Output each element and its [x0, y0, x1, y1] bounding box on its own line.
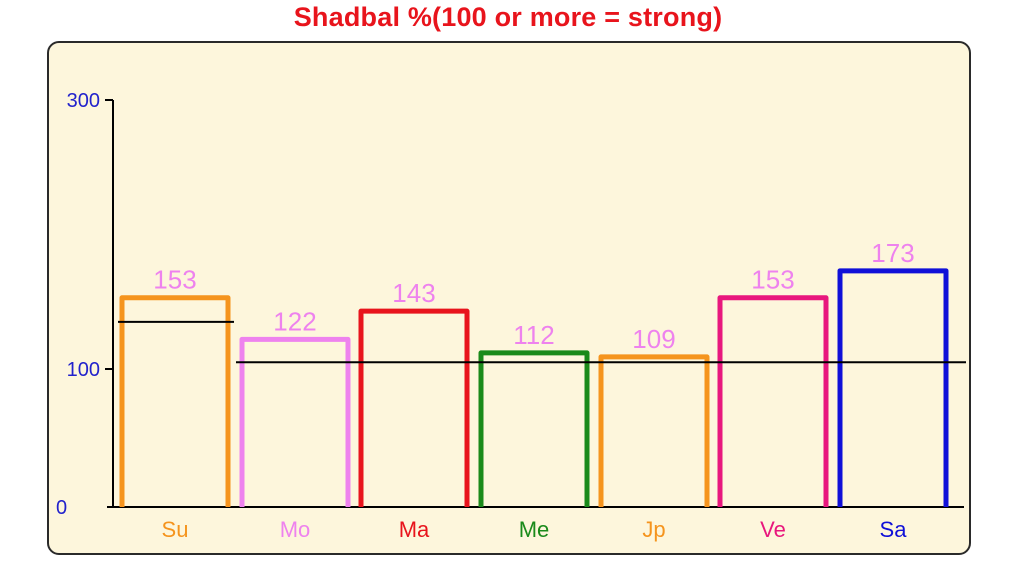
y-tick-label: 100 — [67, 359, 100, 381]
x-tick-label: Mo — [280, 517, 311, 542]
x-tick-label: Jp — [642, 517, 665, 542]
x-tick-label: Su — [162, 517, 189, 542]
bar — [119, 295, 231, 507]
bar — [717, 295, 829, 507]
bar-value-label: 109 — [632, 324, 675, 354]
bar — [598, 354, 710, 507]
x-tick-label: Ve — [760, 517, 786, 542]
bar-value-label: 122 — [273, 306, 316, 336]
bar — [239, 336, 351, 507]
bar — [837, 268, 949, 507]
bar-value-label: 112 — [513, 320, 554, 350]
bar-value-label: 153 — [153, 265, 196, 295]
y-tick-label: 0 — [56, 497, 67, 519]
x-tick-label: Sa — [880, 517, 908, 542]
y-tick-label: 300 — [67, 90, 100, 112]
x-tick-label: Ma — [399, 517, 430, 542]
chart-title: Shadbal %(100 or more = strong) — [293, 2, 723, 32]
bar-value-label: 173 — [871, 238, 914, 268]
bar — [478, 350, 590, 507]
bar-value-label: 153 — [751, 265, 794, 295]
bar — [358, 308, 470, 507]
x-tick-label: Me — [519, 517, 550, 542]
bar-value-label: 143 — [392, 278, 435, 308]
